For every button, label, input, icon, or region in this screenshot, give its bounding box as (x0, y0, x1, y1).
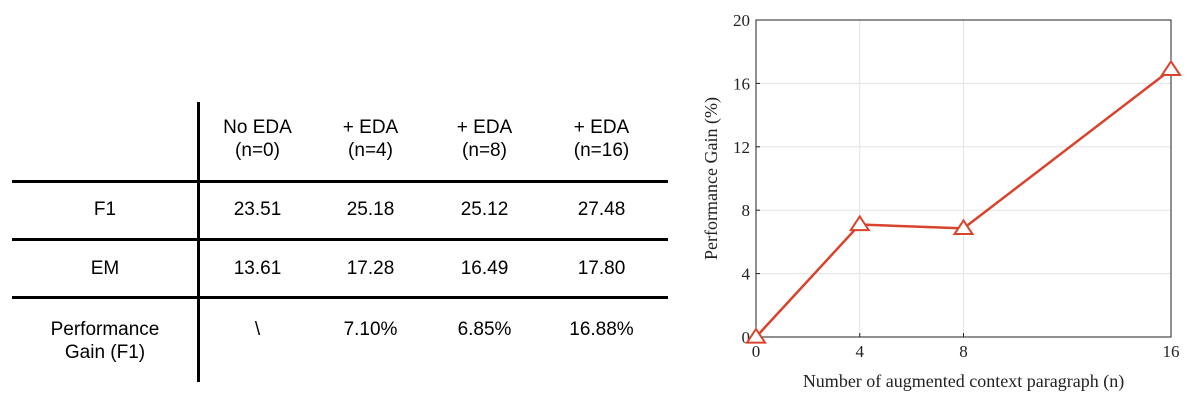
line-chart: 0 4 8 16 0 4 8 12 16 20 Number of augmented conte… (701, 11, 1182, 392)
table-cell: \ (254, 319, 261, 340)
table-cell: 16.88% (569, 319, 634, 340)
y-tick-label: 4 (742, 265, 751, 284)
table-vertical-rule (197, 102, 200, 382)
column-header: + EDA (n=8) (456, 117, 513, 161)
axis-ticks: 0 4 8 16 0 4 8 12 16 20 (733, 11, 1180, 361)
row-label: Performance Gain (F1) (50, 319, 160, 363)
table-cell: 7.10% (343, 319, 398, 340)
table-cell: 16.49 (460, 258, 509, 279)
y-tick-label: 16 (733, 74, 750, 93)
x-tick-label: 16 (1163, 342, 1180, 361)
data-point-triangle (1160, 59, 1182, 77)
series (745, 59, 1182, 344)
grid (755, 19, 1172, 338)
y-tick-label: 20 (733, 11, 750, 30)
performance-gain-chart: 0 4 8 16 0 4 8 12 16 20 Number of augmented conte… (680, 0, 1202, 410)
x-tick-label: 8 (959, 342, 968, 361)
table-cell: 25.18 (346, 199, 395, 220)
data-point-triangle (952, 218, 975, 236)
column-header: No EDA (n=0) (223, 117, 292, 161)
x-tick-label: 4 (856, 342, 865, 361)
column-header: + EDA (n=16) (573, 117, 630, 161)
table-cell: 6.85% (457, 319, 512, 340)
column-header: + EDA (n=4) (342, 117, 399, 161)
x-tick-label: 0 (752, 342, 761, 361)
x-axis-label: Number of augmented context paragraph (n… (803, 371, 1124, 392)
table-row-rule (12, 296, 668, 299)
table-cell: 13.61 (233, 258, 282, 279)
y-axis-label: Performance Gain (%) (701, 97, 722, 260)
table-cell: 27.48 (577, 199, 626, 220)
row-label: F1 (93, 199, 117, 220)
table-cell: 17.80 (577, 258, 626, 279)
table-header-rule (12, 180, 668, 183)
y-tick-label: 0 (742, 328, 751, 347)
data-point-triangle (848, 214, 871, 232)
results-table: No EDA (n=0) + EDA (n=4) + EDA (n=8) + E… (12, 102, 668, 382)
table-cell: 17.28 (346, 258, 395, 279)
table-row-rule (12, 238, 668, 241)
table-cell: 25.12 (460, 199, 509, 220)
table-cell: 23.51 (233, 199, 282, 220)
y-tick-label: 8 (742, 201, 751, 220)
data-point-triangle (745, 327, 767, 344)
y-tick-label: 12 (733, 138, 750, 157)
row-label: EM (90, 258, 120, 279)
series-line (755, 68, 1172, 338)
